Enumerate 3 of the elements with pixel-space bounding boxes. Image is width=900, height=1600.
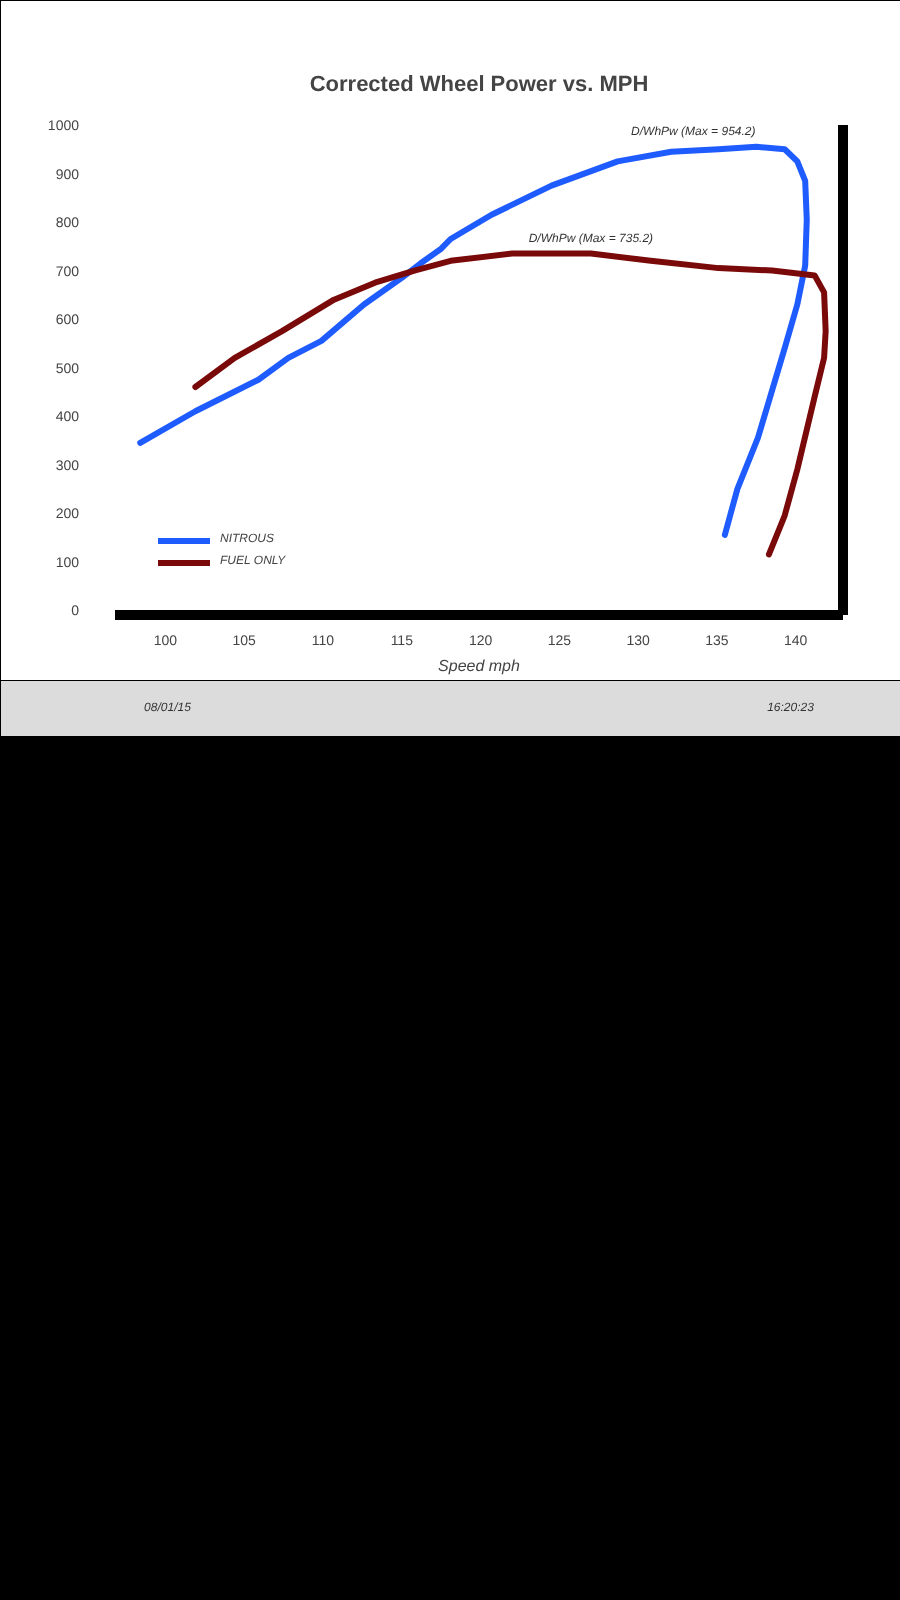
x-axis-title: Speed mph <box>438 657 522 675</box>
chart-title: Corrected Wheel Power vs. MPH <box>309 73 649 97</box>
line-series <box>192 250 829 558</box>
